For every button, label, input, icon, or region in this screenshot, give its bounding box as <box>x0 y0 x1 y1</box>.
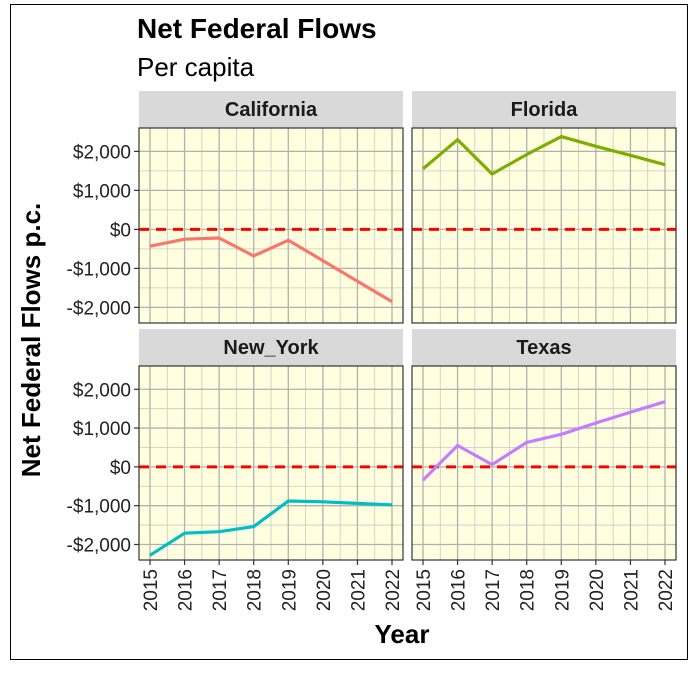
panel-border <box>411 127 677 324</box>
y-tick-label: -$1,000 <box>67 259 131 280</box>
x-tick-label: 2022 <box>656 569 677 611</box>
facet-strip <box>139 329 403 366</box>
x-tick-label: 2018 <box>518 569 539 611</box>
x-tick-label: 2017 <box>483 569 504 611</box>
series-line-florida <box>421 135 666 176</box>
y-tick-label: -$2,000 <box>67 298 131 319</box>
x-tick-label: 2017 <box>210 569 231 611</box>
x-tick-label: 2021 <box>348 569 369 611</box>
chart-subtitle: Per capita <box>137 52 255 82</box>
facet-strip-label: Texas <box>516 337 571 359</box>
y-tick-label: $0 <box>110 458 131 479</box>
facet-strip <box>139 91 403 128</box>
y-tick-label: -$2,000 <box>67 535 131 556</box>
y-tick-label: $1,000 <box>73 181 131 202</box>
panel-border <box>411 365 677 561</box>
x-tick-label: 2015 <box>414 569 435 611</box>
x-tick-label: 2021 <box>621 569 642 611</box>
facet-panels: California -$2,000 -$1,000 $0 $1,000 $2,000 Fl… <box>67 91 677 611</box>
y-tick-label: $2,000 <box>73 142 131 163</box>
panel-border <box>138 127 404 324</box>
y-tick-label: $0 <box>110 220 131 241</box>
y-tick-label: -$1,000 <box>67 497 131 518</box>
panel-border <box>138 365 404 561</box>
x-tick-label: 2022 <box>383 569 404 611</box>
facet-strip <box>412 91 676 128</box>
series-line-texas <box>421 400 666 482</box>
x-tick-label: 2016 <box>449 569 470 611</box>
y-axis-label: Net Federal Flows p.c. <box>16 203 46 478</box>
x-tick-label: 2020 <box>314 569 335 611</box>
y-tick-label: $1,000 <box>73 419 131 440</box>
x-tick-label: 2019 <box>552 569 573 611</box>
facet-strip-label: New_York <box>223 337 319 359</box>
facet-strip-label: California <box>225 99 318 121</box>
x-tick-label: 2018 <box>245 569 266 611</box>
chart-title: Net Federal Flows <box>137 13 377 44</box>
series-line-new-york <box>149 499 393 557</box>
x-axis-label: Year <box>375 619 430 649</box>
x-tick-label: 2015 <box>141 569 162 611</box>
x-tick-label: 2019 <box>279 569 300 611</box>
x-tick-label: 2016 <box>176 569 197 611</box>
x-tick-label: 2020 <box>587 569 608 611</box>
series-line-california <box>149 236 393 303</box>
facet-strip <box>412 329 676 366</box>
y-tick-label: $2,000 <box>73 380 131 401</box>
facet-strip-label: Florida <box>511 99 579 121</box>
